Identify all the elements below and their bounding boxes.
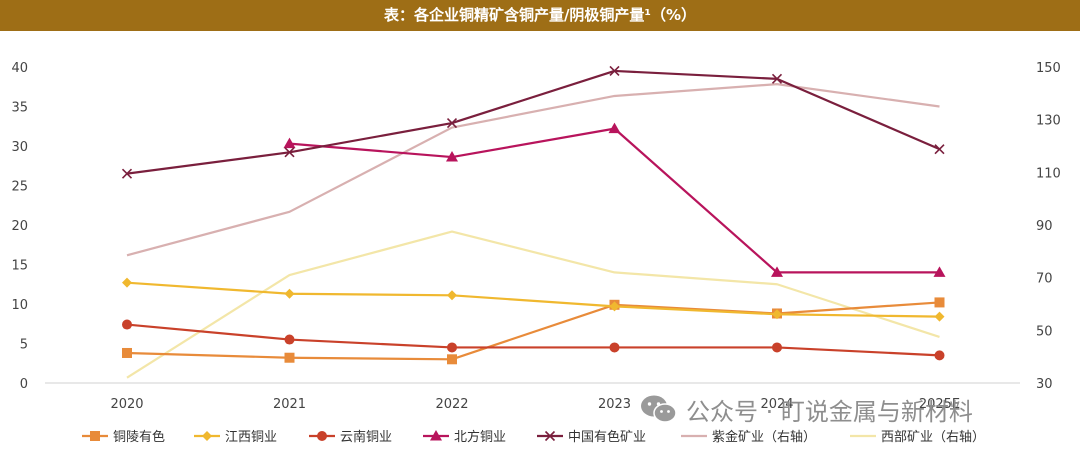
y-left-tick-label: 0 [20,377,28,392]
x-tick-label: 2024 [760,397,793,412]
series-1-point [447,290,457,301]
y-right-tick-label: 150 [1036,61,1061,76]
legend-marker [90,431,100,441]
series-1-point [772,309,782,320]
y-left-tick-label: 20 [11,219,28,234]
legend-label: 江西铜业 [225,430,277,445]
legend-label: 中国有色矿业 [568,429,646,445]
y-right-tick-label: 30 [1036,377,1053,392]
series-2-line [126,323,940,357]
series-3-point [933,266,946,277]
series-2-point [447,342,457,353]
series-5-line [126,83,940,257]
wechat-icon [641,395,677,423]
legend-label: 铜陵有色 [113,429,165,445]
series-1-point [284,288,295,299]
series-4-point [771,73,783,84]
series-0-point [934,297,945,308]
y-right-tick-label: 130 [1036,114,1061,129]
legend-marker [430,430,442,441]
y-left-tick-label: 15 [11,259,28,274]
watermark: 公众号 · 盯说金属与新材料 [640,392,973,426]
legend-label: 北方铜业 [454,429,506,445]
y-left-tick-label: 30 [11,140,28,155]
series-3-point [446,151,458,162]
series-0-point [447,354,457,365]
series-3-point [771,266,783,277]
legend-label: 西部矿业（右轴） [881,430,985,445]
series-2-point [772,342,782,353]
chart-title: 表：各企业铜精矿含铜产量/阴极铜产量¹（%） [0,0,1080,31]
y-left-tick-label: 40 [11,61,28,76]
series-4-point [609,65,620,77]
y-left-tick-label: 35 [11,101,28,116]
series-1-point [122,277,132,288]
x-tick-label: 2021 [273,397,306,412]
series-4-line [126,69,940,175]
legend-marker [202,431,212,441]
y-right-tick-label: 50 [1036,324,1053,339]
series-0-point [284,352,295,363]
series-0-point [122,347,132,358]
series-4-point [121,168,133,179]
x-tick-label: 2022 [435,397,468,412]
y-left-tick-label: 5 [20,338,28,353]
x-tick-label: 2020 [110,397,143,412]
line-chart: 0 5 10 15 20 25 30 35 40 30 50 70 90 110 130 150 2020 202… [11,61,1061,445]
y-left-tick-label: 10 [11,298,28,313]
legend-marker [544,430,556,442]
series-3-point [283,137,296,149]
x-tick-label: 2023 [598,397,631,412]
y-left-tick-label: 25 [11,180,28,195]
series-2-point [284,334,295,345]
legend-label: 云南铜业 [340,429,392,445]
series-4-point [284,147,295,158]
watermark-text: 公众号 · 盯说金属与新材料 [686,397,973,426]
series-1-line [126,281,940,318]
x-tick-label: 2025E [919,397,960,412]
legend-label: 紫金矿业（右轴） [712,429,816,445]
series-2-point [934,350,945,361]
y-right-tick-label: 90 [1036,219,1053,234]
series-3-point [608,122,621,134]
series-3-line [289,127,940,274]
series-1-point [609,301,620,312]
series-1-point [934,311,945,322]
y-right-tick-label: 70 [1036,272,1053,287]
series-4-point [446,118,458,129]
y-right-tick-label: 110 [1036,166,1061,181]
series-0-line [126,301,940,361]
series-2-point [609,342,620,353]
legend-marker [317,431,327,441]
series-2-point [122,319,132,330]
series-4-point [934,144,945,155]
